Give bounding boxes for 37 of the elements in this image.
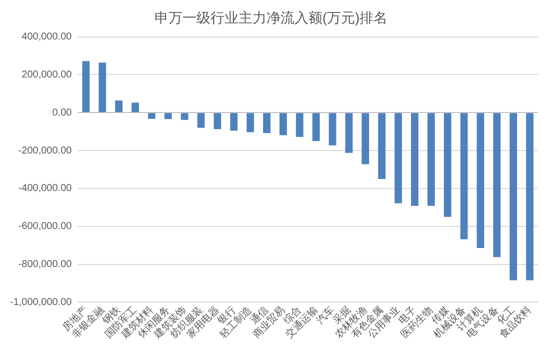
bar — [328, 113, 336, 146]
y-tick-label: -400,000.00 — [18, 183, 72, 194]
bar — [164, 113, 172, 120]
bar — [263, 113, 270, 134]
y-tick-label: -200,000.00 — [18, 145, 72, 156]
bar — [476, 113, 484, 248]
bar — [246, 113, 254, 132]
y-tick-label: -600,000.00 — [18, 221, 72, 232]
bar — [197, 113, 205, 128]
y-tick-label: 200,000.00 — [22, 69, 72, 80]
bar — [510, 113, 518, 280]
bar — [362, 113, 370, 164]
bar — [180, 113, 188, 120]
bar — [214, 113, 222, 130]
bar — [526, 113, 534, 280]
bar — [312, 113, 320, 142]
y-tick-label: -1,000,000.00 — [10, 296, 72, 308]
bar — [378, 113, 386, 179]
bar — [394, 113, 402, 204]
bar — [280, 113, 287, 136]
chart-title: 申万一级行业主力净流入额(万元)排名 — [154, 9, 388, 26]
bar — [148, 113, 156, 119]
bar — [460, 113, 468, 240]
bar — [296, 113, 304, 137]
bar — [427, 113, 435, 206]
y-tick-label: 0.00 — [52, 107, 72, 118]
bar — [345, 113, 353, 153]
bar — [444, 113, 452, 217]
bar — [98, 62, 106, 112]
bar — [493, 113, 501, 258]
bar — [115, 100, 123, 112]
bar — [82, 61, 90, 112]
y-tick-label: -800,000.00 — [18, 259, 72, 270]
bar — [230, 113, 238, 131]
bar — [132, 102, 139, 112]
bar — [411, 113, 418, 206]
y-tick-label: 400,000.00 — [22, 32, 72, 43]
